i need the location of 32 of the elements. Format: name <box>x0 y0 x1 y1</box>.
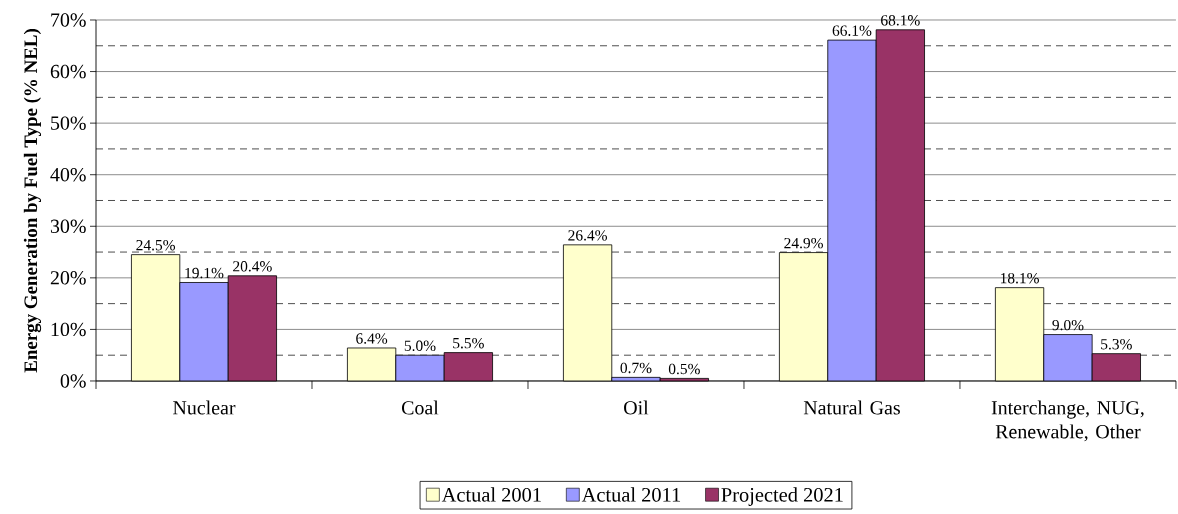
legend-label: Actual 2001 <box>441 487 541 502</box>
y-tick-label: 40% <box>50 167 86 182</box>
data-label: 68.1% <box>881 15 920 26</box>
x-tick-label: Natural Gas <box>803 400 900 415</box>
data-label: 24.9% <box>784 237 823 249</box>
data-label: 0.7% <box>620 362 652 374</box>
data-label: 18.1% <box>1000 272 1039 284</box>
data-label: 5.5% <box>453 337 484 349</box>
y-tick-label: 50% <box>51 116 86 130</box>
data-label: 24.5% <box>136 239 176 251</box>
y-axis-title: Energy Generation by Fuel Type (% NEL) <box>23 29 42 373</box>
data-label: 5.3% <box>1101 338 1132 350</box>
y-tick-label: 0% <box>60 374 86 388</box>
data-label: 9.0% <box>1052 319 1084 331</box>
y-tick-label: 10% <box>51 322 86 337</box>
data-label: 6.4% <box>356 333 388 344</box>
y-tick-label: 20% <box>50 271 86 285</box>
legend-label: Projected 2021 <box>721 487 843 506</box>
data-label: 5.0% <box>404 340 436 351</box>
data-label: 20.4% <box>233 261 272 272</box>
x-tick-label: Coal <box>401 400 439 415</box>
x-tick-label: Nuclear <box>173 400 236 415</box>
y-tick-label: 70% <box>51 13 86 27</box>
data-label: 26.4% <box>568 230 608 241</box>
data-label: 0.5% <box>668 363 700 375</box>
y-tick-label: 60% <box>50 64 86 79</box>
legend-label: Actual 2011 <box>581 487 681 502</box>
y-tick-label: 30% <box>50 219 86 234</box>
data-label: 66.1% <box>832 25 872 36</box>
x-tick-label: Interchange, NUG, Renewable, Other <box>991 400 1144 442</box>
x-tick-label: Oil <box>624 400 649 415</box>
data-label: 19.1% <box>185 267 224 279</box>
